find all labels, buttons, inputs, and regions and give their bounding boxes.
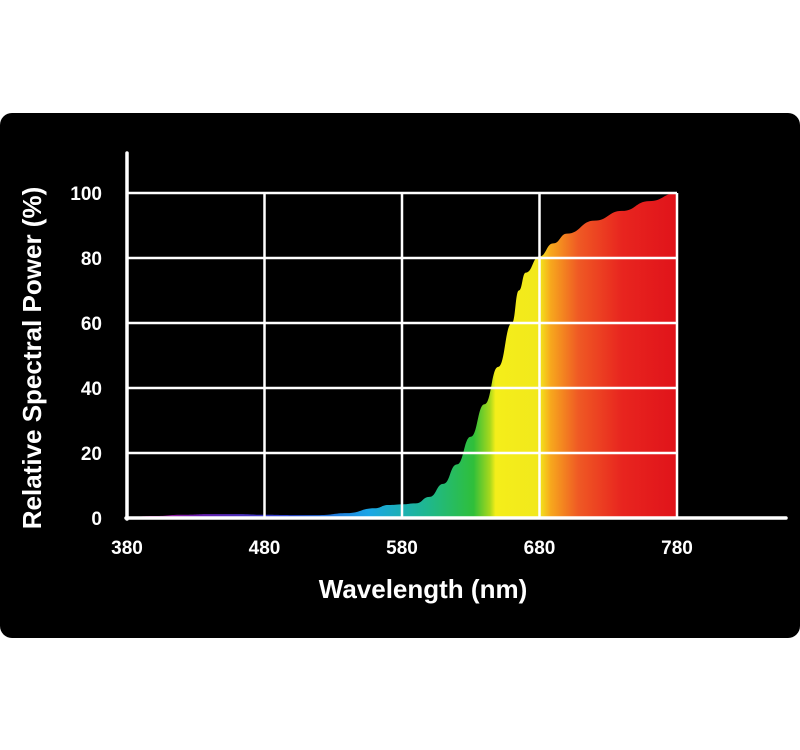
y-tick-label: 40 [81, 379, 102, 400]
y-tick-label: 60 [81, 314, 102, 335]
y-tick-label: 100 [70, 184, 102, 205]
chart-card: 0 20 40 60 80 100 380 480 580 680 780 Wavelength (… [0, 113, 800, 638]
y-tick-label: 80 [81, 249, 102, 270]
y-tick-label: 20 [81, 444, 102, 465]
x-tick-label: 680 [524, 538, 556, 559]
x-axis-label: Wavelength (nm) [319, 574, 527, 604]
axes-group [124, 151, 788, 521]
x-tick-label: 380 [111, 538, 143, 559]
labels-group: 0 20 40 60 80 100 380 480 580 680 780 [70, 184, 693, 559]
x-tick-label: 780 [661, 538, 693, 559]
spectral-power-chart: 0 20 40 60 80 100 380 480 580 680 780 Wavelength (… [17, 151, 788, 604]
grid-group [127, 191, 679, 518]
y-tick-label: 0 [91, 509, 102, 530]
x-tick-label: 580 [386, 538, 418, 559]
y-axis-label: Relative Spectral Power (%) [17, 187, 47, 529]
x-tick-label: 480 [249, 538, 281, 559]
